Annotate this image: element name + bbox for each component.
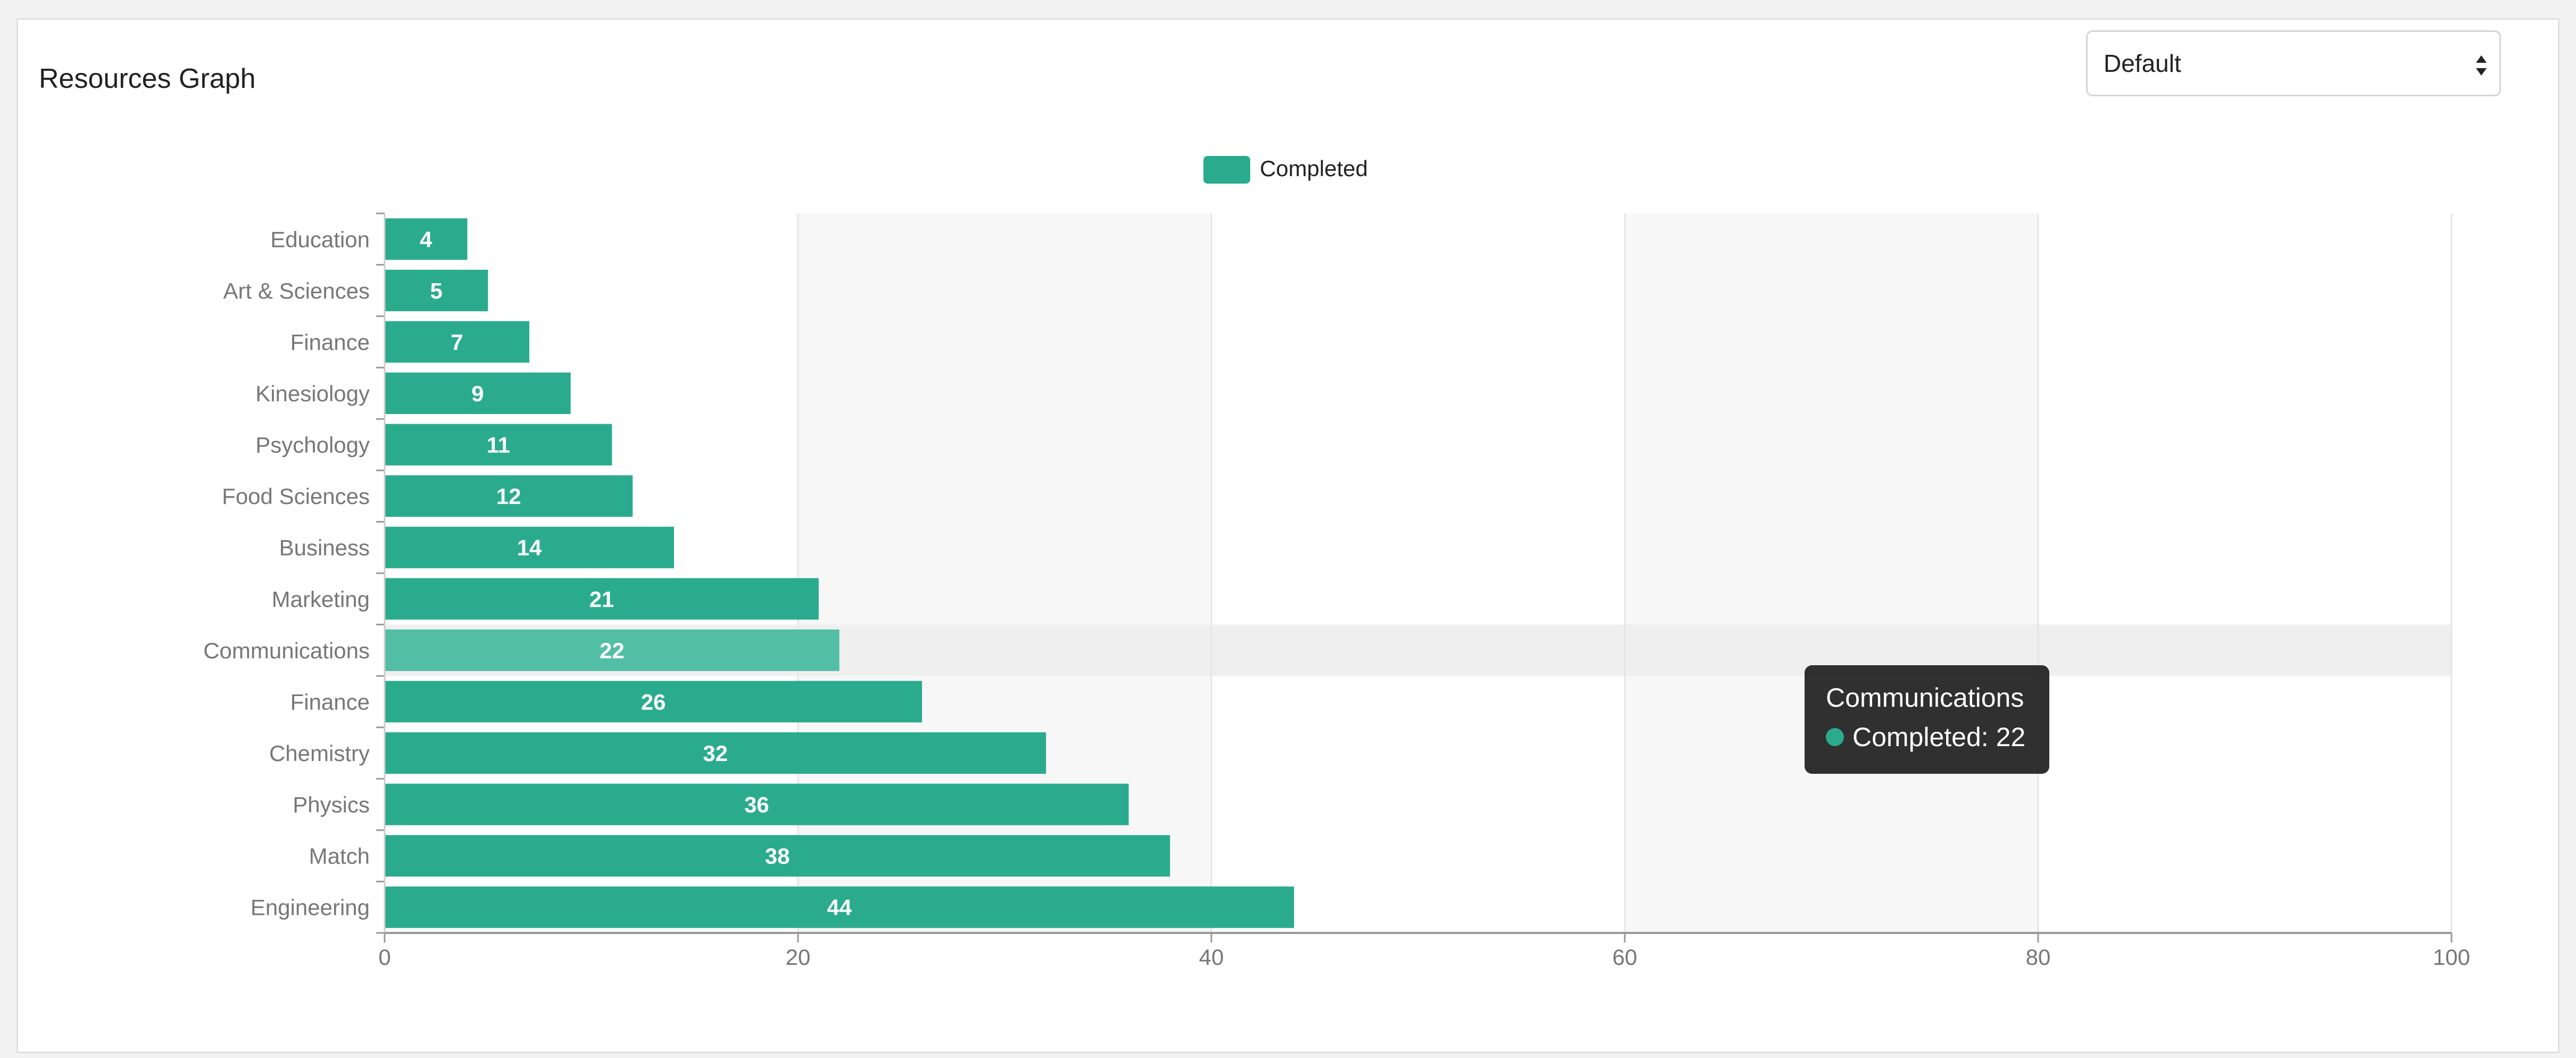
x-tick-label: 80 [2026,945,2051,970]
x-tick-label: 60 [1613,945,1638,970]
tooltip-title: Communications [1826,683,2024,713]
category-label: Education [270,227,370,252]
legend-swatch [1203,156,1250,184]
category-label: Match [309,844,370,869]
x-tick-label: 100 [2433,945,2470,970]
card-title: Resources Graph [39,63,256,94]
bar [385,681,923,723]
bar-value-label: 11 [486,433,510,458]
bar [385,578,819,620]
bar-value-label: 21 [589,586,614,611]
select-arrows-icon [2476,55,2487,76]
bar-value-label: 44 [827,895,852,920]
chart-tooltip: Communications Completed: 22 [1805,665,2049,774]
bar [385,783,1129,825]
bar [385,218,468,260]
bar-value-label: 12 [496,484,521,509]
x-tick-label: 40 [1199,945,1224,970]
bar [385,373,571,414]
bar-value-label: 7 [451,329,463,354]
category-label: Food Sciences [222,484,370,509]
bar-value-label: 5 [430,278,442,303]
category-label: Engineering [251,895,370,920]
category-label: Communications [203,638,370,663]
bar-value-label: 38 [765,844,790,869]
plot-band [1625,213,2038,933]
bar [385,732,1046,774]
category-label: Finance [290,689,370,714]
bar-value-label: 22 [600,638,625,663]
category-label: Art & Sciences [223,278,370,303]
bar [385,629,840,671]
category-label: Business [279,535,370,560]
bar-value-label: 26 [641,689,666,714]
bar [385,269,488,311]
tooltip-value-row: Completed: 22 [1826,724,2025,750]
tooltip-value: Completed: 22 [1852,722,2026,752]
bar [385,526,674,568]
bar-value-label: 4 [420,227,433,252]
bar [385,321,529,363]
bar [385,424,612,466]
series-color-dot-icon [1826,728,1844,746]
bar-value-label: 36 [744,792,769,817]
bar [385,475,633,517]
bar-value-label: 32 [703,741,728,766]
category-label: Marketing [272,586,370,611]
view-filter-selected-value: Default [2104,49,2181,77]
x-tick-label: 0 [378,945,390,970]
category-label: Kinesiology [255,381,370,406]
legend-label: Completed [1260,156,1368,181]
category-label: Physics [293,792,370,817]
category-label: Chemistry [269,741,370,766]
bar-value-label: 9 [471,381,484,406]
category-label: Finance [290,329,370,354]
x-tick-label: 20 [786,945,811,970]
bar [385,886,1294,928]
bar [385,835,1170,877]
bar-value-label: 14 [517,535,542,560]
view-filter-select[interactable]: Default [2086,30,2501,96]
category-label: Psychology [255,433,370,458]
